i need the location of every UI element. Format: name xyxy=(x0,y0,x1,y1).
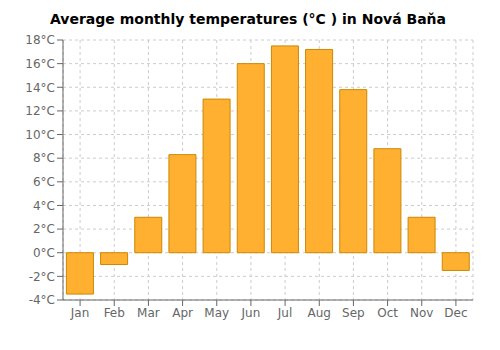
svg-text:Jun: Jun xyxy=(241,306,261,320)
svg-text:6°C: 6°C xyxy=(33,175,55,189)
svg-text:14°C: 14°C xyxy=(25,81,55,95)
svg-text:Nov: Nov xyxy=(410,306,433,320)
svg-text:12°C: 12°C xyxy=(25,104,55,118)
svg-text:10°C: 10°C xyxy=(25,128,55,142)
svg-text:Jul: Jul xyxy=(277,306,292,320)
svg-text:Dec: Dec xyxy=(444,306,467,320)
svg-text:Jan: Jan xyxy=(70,306,90,320)
svg-text:May: May xyxy=(204,306,229,320)
svg-text:4°C: 4°C xyxy=(33,199,55,213)
svg-text:18°C: 18°C xyxy=(25,33,55,47)
svg-text:0°C: 0°C xyxy=(33,246,55,260)
svg-text:Apr: Apr xyxy=(172,306,193,320)
svg-text:-2°C: -2°C xyxy=(29,270,55,284)
svg-text:Mar: Mar xyxy=(137,306,160,320)
html-text:Average monthly temperatures (: Average monthly temperatures (°C ) in No… xyxy=(50,11,446,27)
svg-text:Sep: Sep xyxy=(342,306,365,320)
svg-text:Aug: Aug xyxy=(308,306,331,320)
svg-text:Oct: Oct xyxy=(377,306,398,320)
svg-text:16°C: 16°C xyxy=(25,57,55,71)
svg-text:2°C: 2°C xyxy=(33,222,55,236)
svg-text:8°C: 8°C xyxy=(33,151,55,165)
svg-text:-4°C: -4°C xyxy=(29,293,55,307)
svg-text:Feb: Feb xyxy=(104,306,125,320)
